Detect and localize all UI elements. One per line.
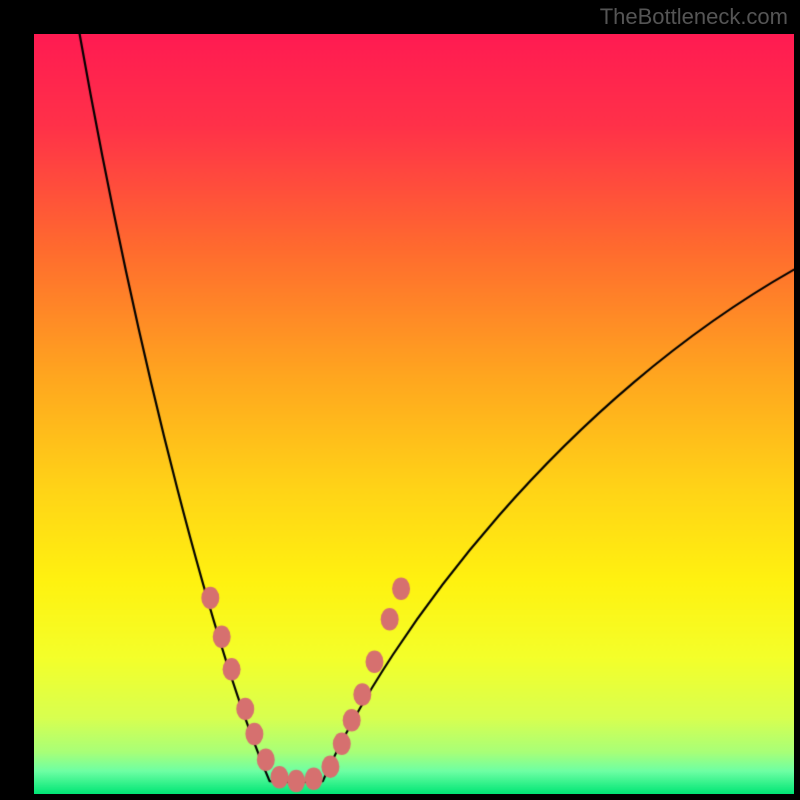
curve-dots (34, 34, 794, 794)
plot-area (34, 34, 794, 794)
watermark-text: TheBottleneck.com (600, 4, 788, 30)
